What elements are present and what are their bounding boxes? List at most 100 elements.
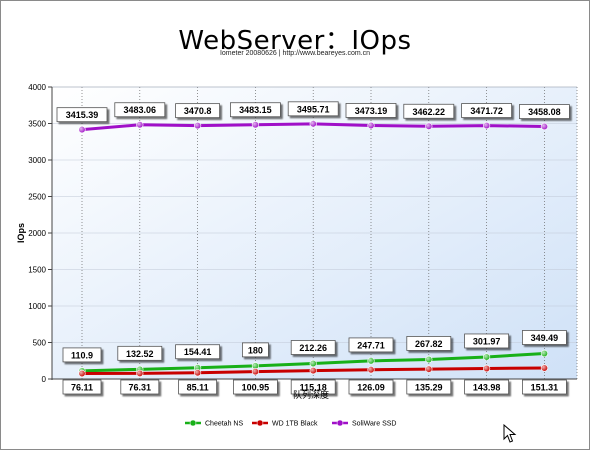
data-label: 135.29 (406, 379, 452, 395)
data-label-box (56, 107, 108, 123)
data-point-highlight (194, 364, 201, 372)
data-label-box (178, 379, 218, 395)
legend-marker (189, 419, 197, 427)
data-label-text: 154.41 (184, 347, 212, 357)
data-label: 3495.71 (287, 101, 339, 117)
data-label-text: 3462.22 (413, 107, 446, 117)
data-point-highlight (367, 357, 375, 365)
data-label: 85.11 (178, 379, 218, 395)
legend-marker (256, 419, 264, 427)
data-label-text: 247.71 (357, 340, 385, 350)
data-label-box (120, 379, 160, 395)
data-label: 76.11 (62, 379, 102, 395)
data-point-highlight (309, 367, 317, 374)
data-label-box (232, 379, 278, 395)
data-label-box (461, 103, 513, 118)
data-label-box (117, 345, 163, 361)
data-point-highlight (483, 353, 490, 361)
data-label-box (175, 344, 221, 360)
data-label-text: 3471.72 (470, 106, 503, 116)
data-point-highlight (252, 368, 259, 375)
data-label: 3462.22 (403, 103, 455, 119)
data-point-highlight (483, 122, 490, 129)
data-label-text: 212.26 (299, 343, 327, 353)
data-label: 3470.8 (175, 103, 221, 119)
legend: Cheetah NS WD 1TB Black SoliWare SSD (185, 419, 396, 428)
data-label: 76.31 (120, 379, 160, 395)
data-label-text: 349.49 (531, 333, 559, 343)
data-point-highlight (136, 370, 144, 377)
data-label-text: 126.09 (357, 383, 385, 393)
data-point-highlight (136, 121, 144, 129)
data-label-text: 132.52 (126, 349, 154, 359)
data-point-highlight (194, 122, 201, 129)
data-label: 151.31 (522, 379, 567, 395)
data-label-text: 3473.19 (355, 106, 388, 116)
legend-label: SoliWare SSD (352, 421, 396, 428)
data-label-box (403, 103, 455, 119)
data-label: 247.71 (348, 337, 394, 353)
data-label-box (114, 102, 166, 118)
data-point-highlight (309, 360, 317, 367)
data-label: 143.98 (464, 379, 510, 395)
data-label-text: 76.11 (71, 383, 93, 393)
data-label: 100.95 (232, 379, 278, 395)
data-point-highlight (483, 365, 490, 372)
data-label-box (522, 379, 567, 395)
data-label-box (62, 347, 102, 363)
data-label: 110.9 (62, 347, 102, 363)
data-point-highlight (425, 122, 433, 130)
data-point-highlight (78, 370, 86, 377)
data-label: 3458.08 (519, 104, 570, 119)
data-point-highlight (252, 362, 259, 370)
data-point-highlight (541, 123, 548, 130)
data-label-text: 3470.8 (184, 106, 212, 116)
data-label: 154.41 (175, 344, 221, 360)
data-label: 267.82 (406, 336, 452, 351)
data-label-text: 180 (248, 345, 263, 355)
data-label-box (345, 103, 397, 118)
data-label-box (290, 379, 336, 395)
data-label-box (348, 337, 394, 353)
data-label-text: 3415.39 (66, 110, 99, 120)
x-axis-label: 队列深度 (293, 389, 329, 401)
data-point-highlight (425, 365, 433, 373)
data-point-highlight (78, 126, 86, 133)
data-label-text: 301.97 (473, 336, 501, 346)
data-label: 132.52 (117, 345, 163, 361)
data-label-box (241, 342, 269, 358)
data-label-box (229, 102, 281, 118)
data-label-text: 3483.15 (239, 105, 272, 115)
data-label-text: 100.95 (242, 383, 270, 393)
data-label-text: 115.18 (300, 383, 327, 393)
y-tick-label: 2000 (28, 229, 46, 238)
y-tick-label: 4000 (28, 83, 46, 92)
data-label: 349.49 (522, 330, 567, 345)
y-tick-label: 3000 (28, 156, 46, 165)
data-label: 3483.06 (114, 102, 166, 118)
data-point-highlight (541, 350, 548, 357)
data-label-box (464, 379, 510, 395)
y-tick-label: 3500 (28, 120, 46, 129)
data-label-box (464, 333, 510, 349)
y-tick-label: 0 (42, 375, 47, 384)
data-label-box (348, 379, 394, 395)
data-point-highlight (309, 120, 317, 128)
y-axis-label: IOps (16, 223, 26, 243)
data-label: 115.18 (290, 379, 336, 395)
mouse-cursor-icon (503, 424, 517, 443)
data-label-box (62, 379, 102, 395)
data-label-box (406, 336, 452, 351)
legend-marker (336, 419, 344, 427)
data-label-box (406, 379, 452, 395)
y-tick-label: 1500 (28, 266, 46, 275)
data-label-text: 3483.06 (124, 105, 157, 115)
data-label: 126.09 (348, 379, 394, 395)
data-label-text: 110.9 (71, 350, 93, 360)
chart-subtitle: Iometer 20080626 | http://www.beareyes.c… (219, 50, 371, 57)
chart-title: WebServer：IOps (178, 26, 412, 56)
data-label: 212.26 (290, 340, 336, 355)
data-label: 3483.15 (229, 102, 281, 118)
data-label-text: 3495.71 (297, 104, 330, 114)
